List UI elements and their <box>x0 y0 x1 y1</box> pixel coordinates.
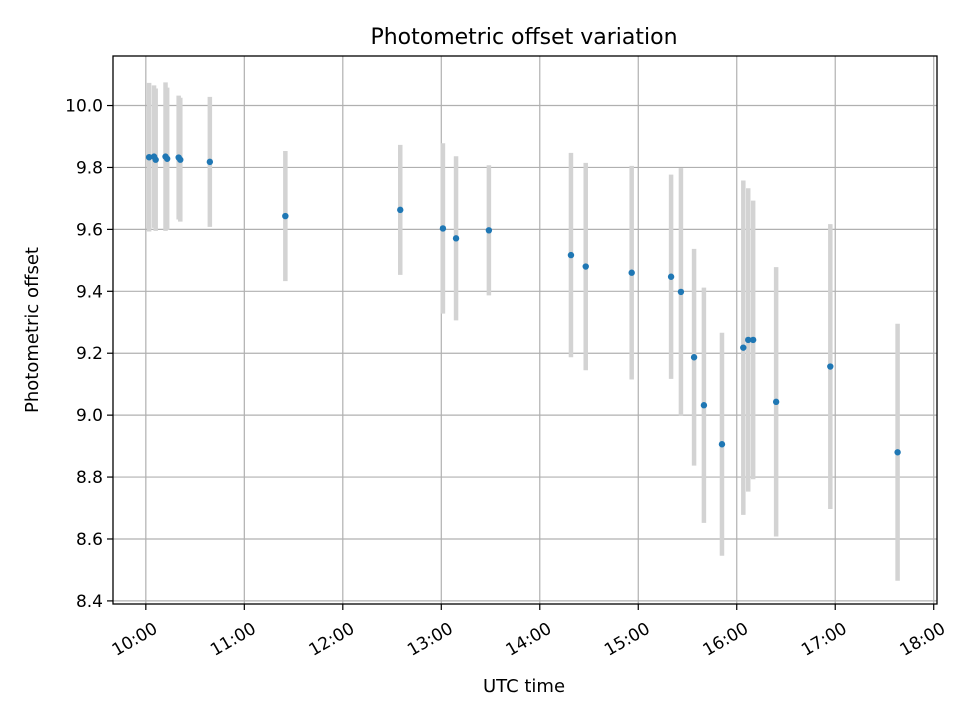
x-tick-label: 10:00 <box>109 619 161 661</box>
data-point <box>772 398 780 406</box>
data-point <box>894 449 901 456</box>
data-point <box>206 158 214 166</box>
error-bars <box>146 82 900 581</box>
data-point <box>452 235 460 242</box>
x-tick-label: 11:00 <box>207 619 259 661</box>
data-point <box>677 288 685 296</box>
y-tick-label: 8.6 <box>76 530 103 550</box>
x-tick-label: 13:00 <box>404 619 456 661</box>
y-tick-label: 8.8 <box>76 468 103 488</box>
data-point <box>628 269 635 276</box>
data-point <box>667 273 675 280</box>
data-point <box>163 155 171 162</box>
y-tick-label: 10.0 <box>65 97 103 117</box>
y-tick-label: 9.2 <box>76 344 103 364</box>
y-tick-label: 8.4 <box>76 592 103 612</box>
y-tick-label: 9.0 <box>76 406 103 426</box>
data-point <box>567 251 575 259</box>
grid-lines <box>113 56 937 604</box>
data-point <box>700 402 708 409</box>
data-points <box>145 153 901 456</box>
data-point <box>582 263 589 270</box>
data-point <box>282 212 289 220</box>
data-point <box>740 344 747 351</box>
y-tick-label: 9.4 <box>76 282 103 302</box>
x-tick-label: 15:00 <box>601 619 653 661</box>
y-tick-label: 9.6 <box>76 220 103 240</box>
x-tick-label: 18:00 <box>897 619 949 661</box>
x-tick-label: 14:00 <box>503 619 555 661</box>
data-point <box>439 225 447 232</box>
data-point <box>718 441 726 448</box>
y-axis-ticks: 8.4 8.6 8.8 9.0 9.2 9.4 9.6 9.8 10.0 <box>65 97 113 612</box>
x-tick-label: 17:00 <box>798 619 850 661</box>
data-point <box>745 336 752 344</box>
data-point <box>690 354 698 361</box>
data-point <box>397 206 404 214</box>
data-point <box>749 336 757 344</box>
plot-frame <box>112 55 938 605</box>
x-tick-label: 16:00 <box>700 619 752 661</box>
data-point <box>145 154 153 161</box>
x-axis-label: UTC time <box>483 676 565 697</box>
y-tick-label: 9.8 <box>76 158 103 178</box>
data-point <box>485 227 493 234</box>
data-point <box>827 363 834 370</box>
y-axis-label: Photometric offset <box>22 247 43 413</box>
data-point <box>177 156 184 163</box>
x-tick-label: 12:00 <box>306 619 358 661</box>
data-point <box>152 156 159 163</box>
chart-title: Photometric offset variation <box>370 25 677 50</box>
x-axis-ticks: 10:00 11:00 12:00 13:00 14:00 15:00 16:00 17:00… <box>109 604 949 661</box>
